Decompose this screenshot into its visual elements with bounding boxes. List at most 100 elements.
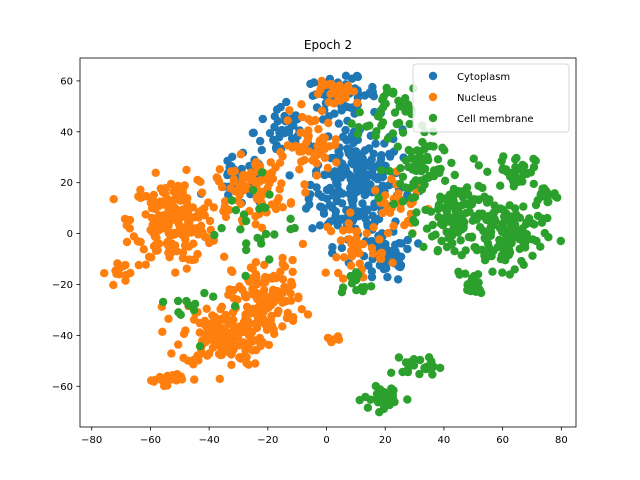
data-point [338,132,348,142]
data-point [270,230,279,239]
data-point [449,197,458,206]
data-point [318,203,328,213]
data-point [364,261,373,270]
data-point [442,227,451,237]
data-point [410,193,420,202]
data-point [294,294,303,303]
data-point [255,333,264,343]
data-point [122,237,132,247]
data-point [480,233,489,242]
data-point [221,310,230,320]
data-point [357,283,367,292]
data-point [270,122,279,132]
data-point [100,269,109,278]
data-point [362,229,371,238]
data-point [269,135,278,145]
data-point [377,248,387,258]
data-point [387,174,396,184]
data-point [338,274,348,283]
data-point [519,202,528,211]
data-point [462,183,472,192]
data-point [501,165,511,174]
x-tick-label: 40 [438,435,451,446]
data-point [426,365,435,374]
data-point [334,268,343,278]
data-point [220,252,229,261]
data-point [497,156,506,166]
data-point [355,108,364,117]
data-point [361,190,370,199]
data-point [388,89,398,98]
data-point [174,219,183,228]
data-point [189,360,198,369]
data-point [276,147,285,157]
data-point [113,259,122,268]
data-point [157,200,167,209]
data-point [438,143,447,152]
data-point [429,142,438,151]
data-point [371,131,380,141]
data-point [274,306,283,315]
data-point [258,168,267,177]
data-point [369,223,378,232]
data-point [209,203,218,212]
data-point [316,85,325,94]
data-point [447,240,456,249]
data-point [353,130,363,139]
data-point [347,239,356,248]
x-tick-label: 80 [555,435,568,446]
data-point [317,192,327,202]
data-point [436,192,445,201]
data-point [393,275,403,284]
data-point [126,268,135,278]
data-point [354,270,363,279]
data-point [164,248,173,257]
data-point [382,264,391,273]
data-point [180,181,189,190]
legend: Cytoplasm Nucleus Cell membrane [412,63,570,133]
data-point [297,305,306,314]
data-point [431,230,440,239]
data-point [289,121,298,130]
data-point [410,181,419,190]
data-point [266,158,275,167]
data-point [376,108,385,117]
data-point [214,177,224,186]
data-point [382,83,391,93]
data-point [248,128,258,138]
data-point [367,236,376,246]
data-point [125,224,134,233]
data-point [465,207,474,216]
data-point [226,167,236,176]
data-point [517,174,526,183]
data-point [355,395,364,405]
data-point [256,341,265,351]
data-point [323,163,332,173]
data-point [282,125,292,135]
data-point [347,74,357,83]
data-point [168,208,177,217]
data-point [543,213,552,223]
series-cell-membrane [158,83,565,417]
data-point [260,285,269,294]
data-point [253,280,262,289]
data-point [278,322,287,331]
data-point [338,283,348,292]
data-point [190,299,200,309]
data-point [418,137,427,147]
data-point [529,162,539,172]
data-point [190,375,199,384]
data-point [236,225,245,234]
data-point [367,272,377,282]
data-point [528,219,537,228]
data-point [275,185,284,194]
data-point [323,80,332,89]
data-point [480,256,490,265]
data-point [151,168,160,177]
data-point [182,221,192,230]
data-point [397,239,406,248]
data-point [256,175,266,185]
data-point [345,225,354,234]
data-point [152,233,161,243]
data-point [401,94,410,103]
